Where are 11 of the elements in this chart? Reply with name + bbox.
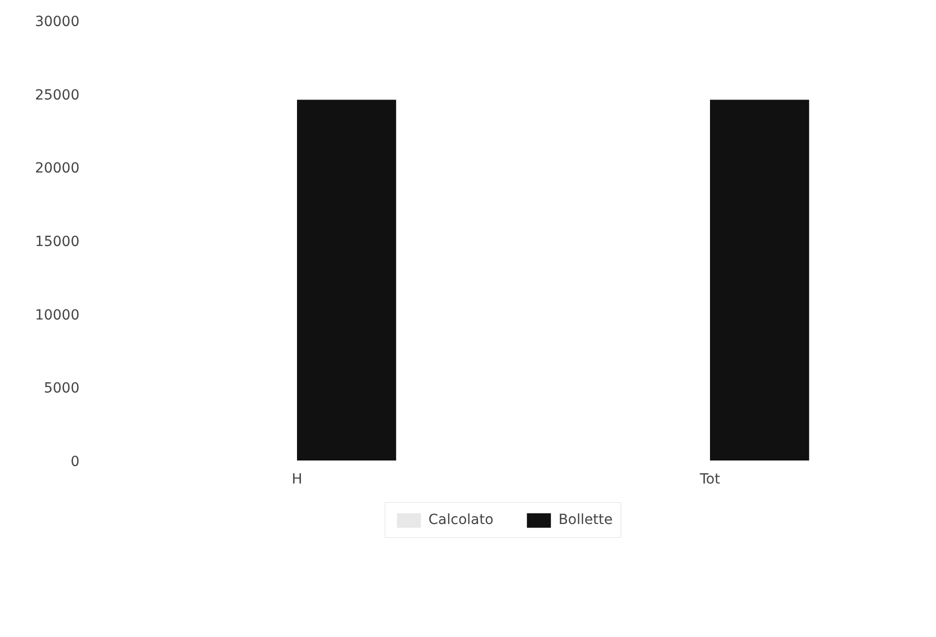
y-tick-label: 15000 xyxy=(34,234,80,250)
x-tick-label: H xyxy=(292,472,302,488)
y-tick-label: 10000 xyxy=(34,307,80,324)
legend-label: Bollette xyxy=(558,512,613,528)
legend-label: Calcolato xyxy=(428,512,494,528)
y-tick-label: 20000 xyxy=(34,160,80,177)
y-tick-label: 0 xyxy=(70,454,80,470)
y-tick-label: 25000 xyxy=(34,87,80,104)
x-tick-label: Tot xyxy=(698,472,721,488)
y-tick-label: 5000 xyxy=(44,380,80,397)
y-tick-label: 30000 xyxy=(34,14,80,30)
